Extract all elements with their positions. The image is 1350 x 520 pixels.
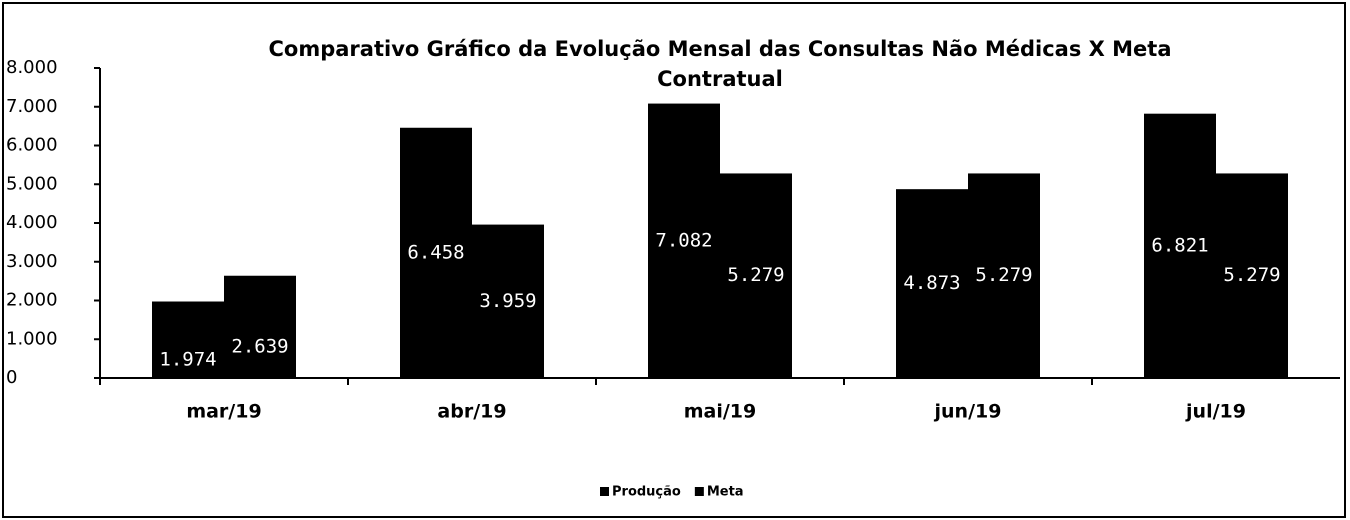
chart-title: Comparativo Gráfico da Evolução Mensal d… (269, 37, 1172, 61)
value-label: 7.082 (655, 229, 712, 251)
bar (400, 127, 472, 378)
bar (1144, 113, 1216, 378)
value-label: 5.279 (975, 264, 1032, 286)
x-tick-label: mar/19 (186, 401, 261, 423)
y-tick-label: 5.000 (6, 173, 58, 194)
chart-title: Contratual (657, 67, 783, 91)
y-tick-label: 1.000 (6, 328, 58, 349)
value-label: 3.959 (479, 290, 536, 312)
y-tick-label: 8.000 (6, 57, 58, 78)
value-label: 6.821 (1151, 234, 1208, 256)
value-label: 5.279 (727, 264, 784, 286)
value-label: 2.639 (231, 335, 288, 357)
bar (472, 224, 544, 378)
y-tick-label: 0 (6, 367, 17, 388)
y-tick-label: 7.000 (6, 96, 58, 117)
x-tick-label: mai/19 (684, 401, 757, 423)
y-tick-label: 4.000 (6, 212, 58, 233)
value-label: 1.974 (159, 348, 216, 370)
bar (152, 301, 224, 378)
legend-label: Produção (612, 485, 681, 500)
x-tick-label: abr/19 (437, 401, 506, 423)
bar (648, 103, 720, 378)
y-tick-label: 2.000 (6, 290, 58, 311)
value-label: 6.458 (407, 241, 464, 263)
legend-swatch (600, 487, 609, 496)
y-tick-label: 3.000 (6, 251, 58, 272)
legend-label: Meta (707, 485, 744, 500)
bar (1216, 173, 1288, 378)
bar (896, 189, 968, 378)
y-tick-label: 6.000 (6, 135, 58, 156)
x-tick-label: jul/19 (1185, 401, 1246, 423)
value-label: 5.279 (1223, 264, 1280, 286)
legend-swatch (694, 487, 704, 496)
x-tick-label: jun/19 (934, 401, 1002, 423)
bar (968, 173, 1040, 378)
value-label: 4.873 (903, 272, 960, 294)
bar (720, 173, 792, 378)
bar (224, 275, 296, 378)
